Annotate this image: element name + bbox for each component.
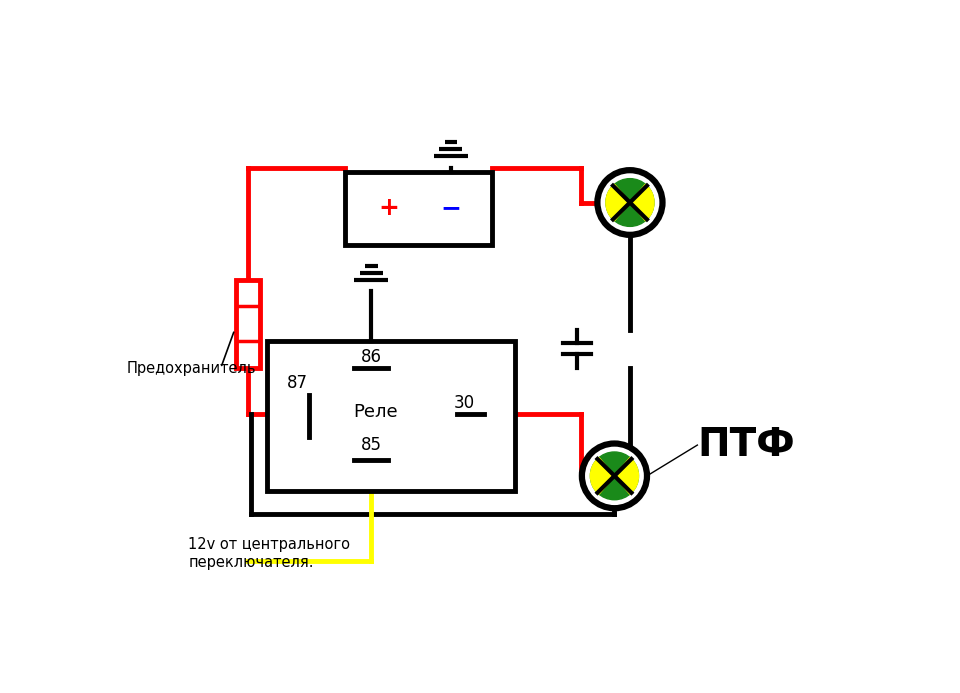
Wedge shape: [614, 457, 638, 494]
Wedge shape: [630, 184, 654, 221]
Circle shape: [603, 175, 657, 229]
Circle shape: [582, 444, 647, 508]
Circle shape: [597, 170, 662, 235]
Circle shape: [588, 449, 641, 503]
Bar: [267, 341, 516, 491]
Wedge shape: [606, 184, 630, 221]
Text: 12v от центрального
переключателя.: 12v от центрального переключателя.: [188, 538, 350, 570]
Wedge shape: [590, 457, 614, 494]
Text: Предохранитель: Предохранитель: [126, 360, 255, 376]
Text: +: +: [378, 196, 399, 220]
Text: 85: 85: [361, 436, 382, 454]
Text: 87: 87: [286, 374, 307, 392]
Text: 86: 86: [361, 347, 382, 365]
Circle shape: [590, 452, 638, 500]
Bar: [345, 172, 492, 245]
Text: 30: 30: [454, 394, 475, 412]
Text: −: −: [441, 196, 461, 220]
Text: ПТФ: ПТФ: [697, 426, 795, 464]
Circle shape: [606, 179, 654, 227]
Bar: [236, 279, 259, 368]
Text: Реле: Реле: [353, 403, 398, 421]
